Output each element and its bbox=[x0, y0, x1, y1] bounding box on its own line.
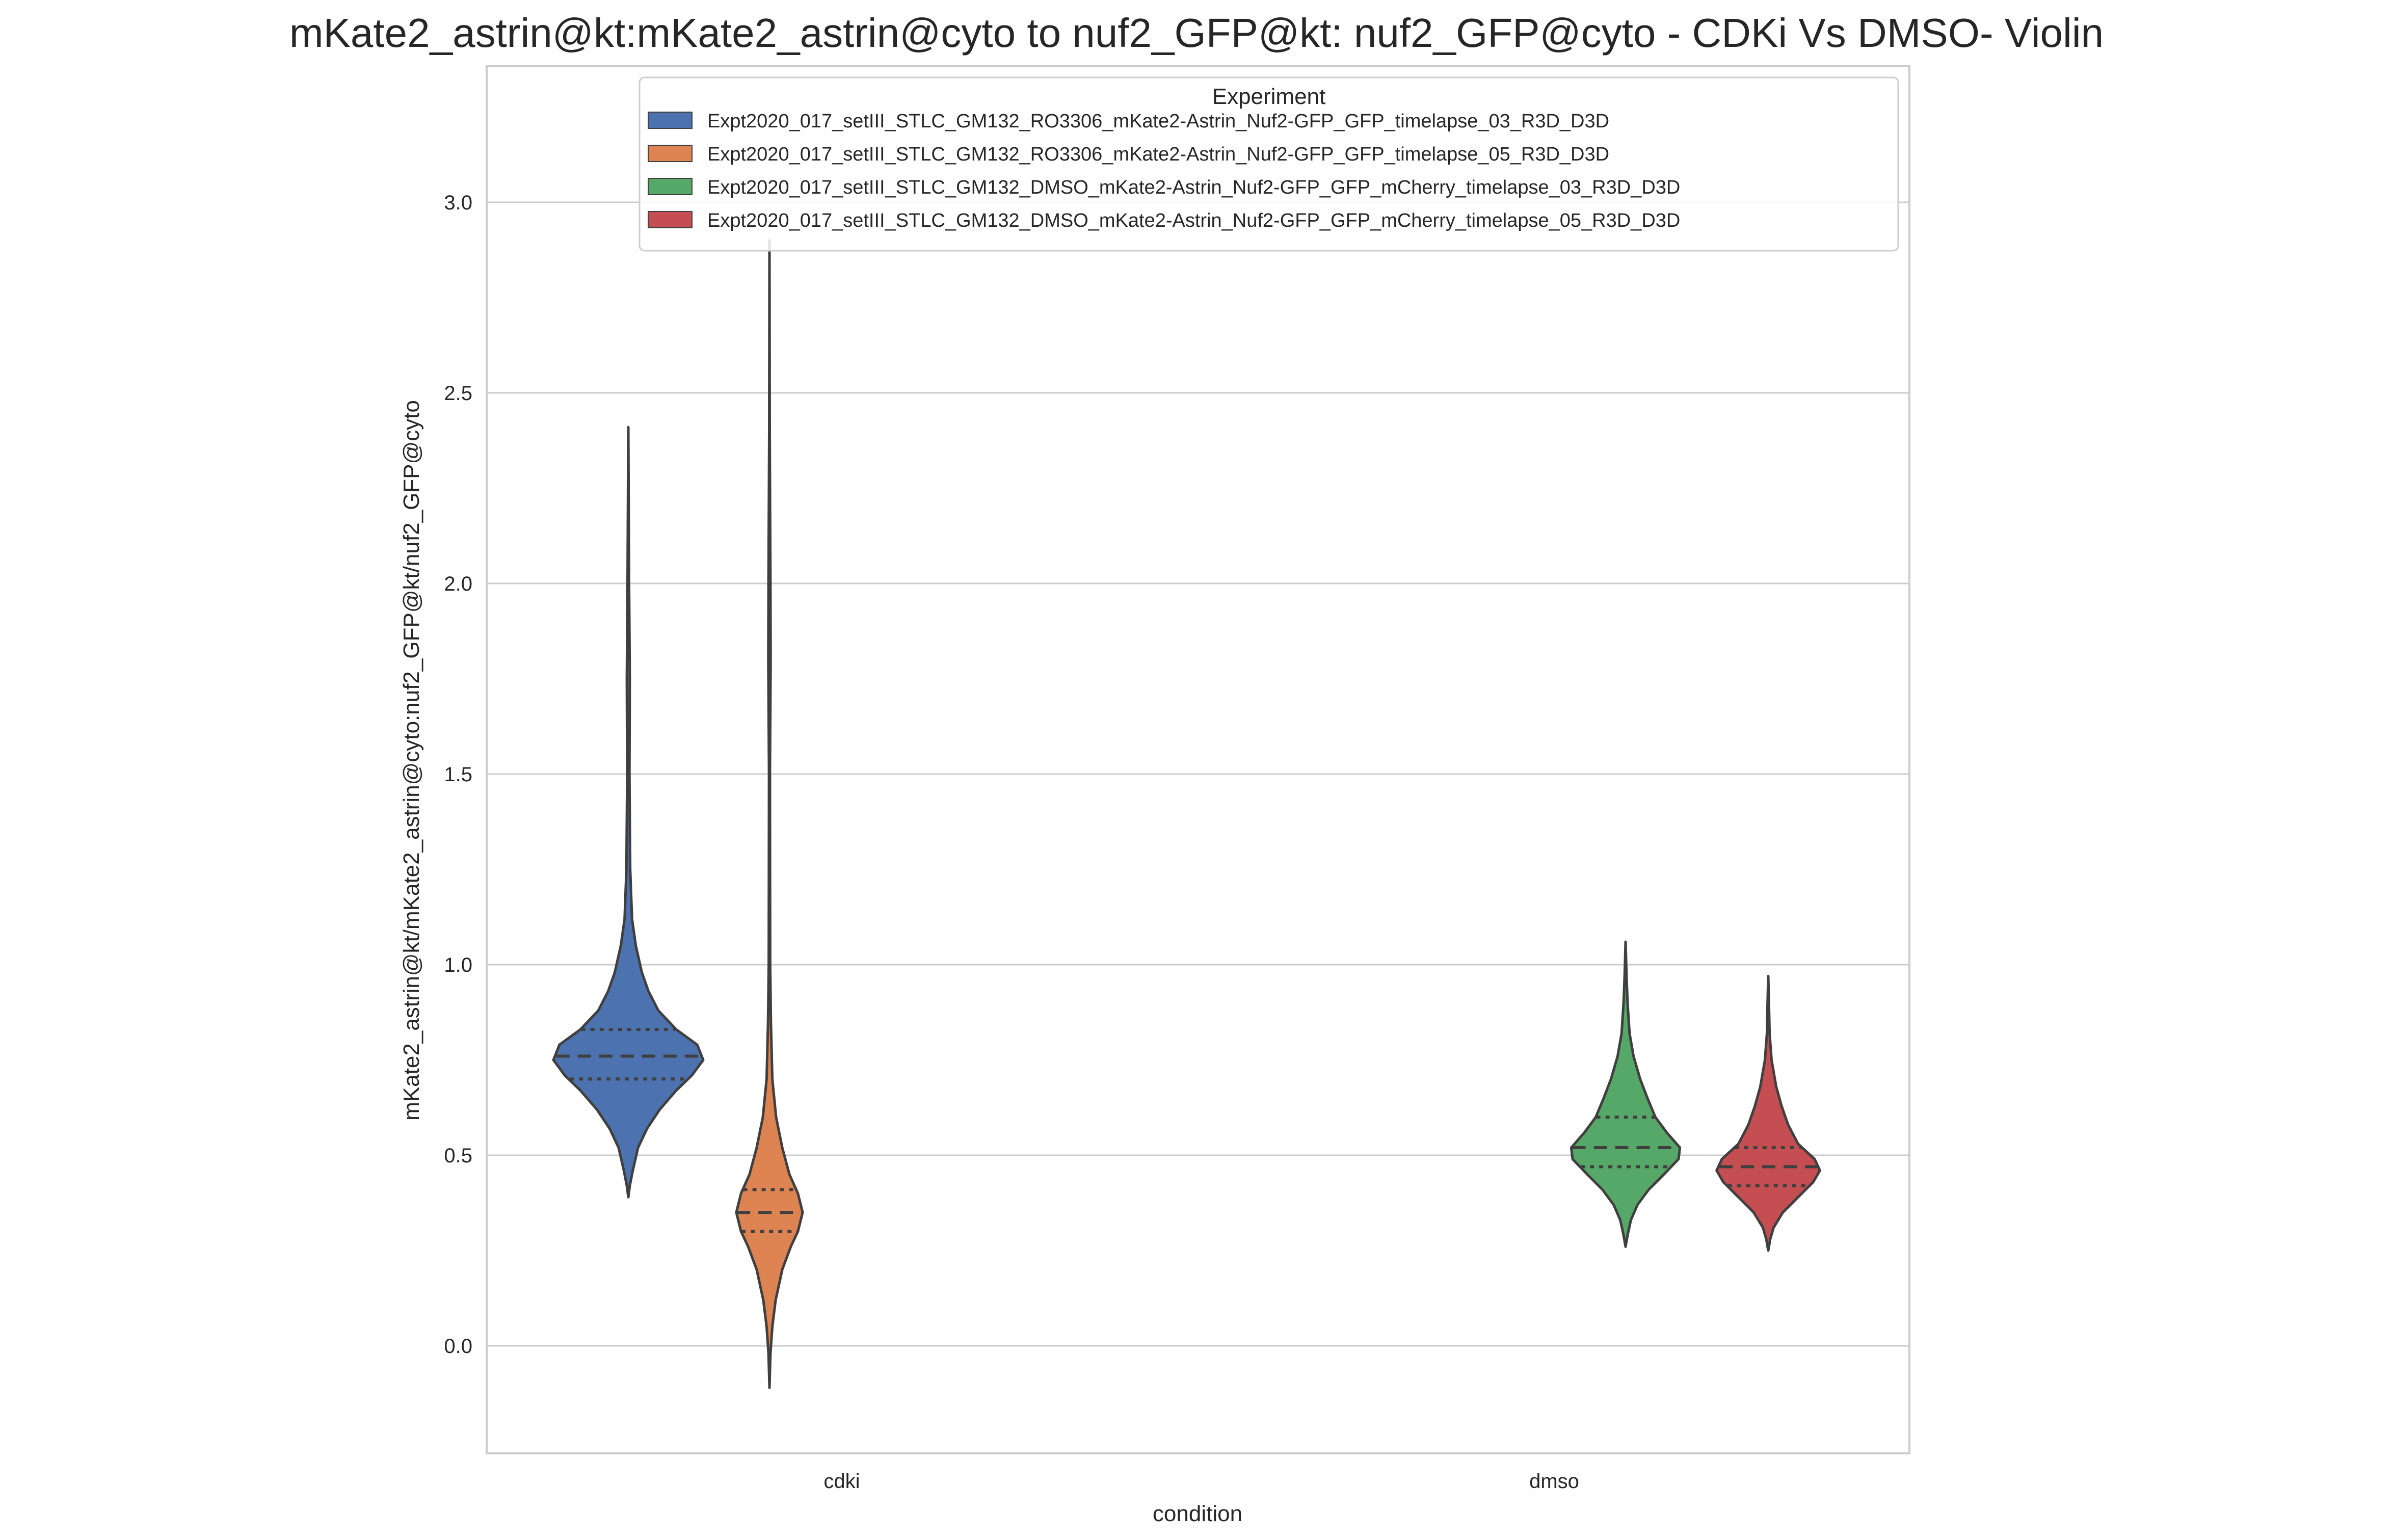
violin-body bbox=[1715, 974, 1821, 1252]
y-tick-labels: 0.0 0.5 1.0 1.5 2.0 2.5 3.0 bbox=[444, 192, 472, 1358]
plot-area: 0.0 0.5 1.0 1.5 2.0 2.5 3.0 cdki dmso bbox=[444, 65, 1910, 1493]
violin-body bbox=[1570, 940, 1682, 1248]
legend-swatch bbox=[648, 178, 693, 195]
legend-entry: Expt2020_017_setIII_STLC_GM132_DMSO_mKat… bbox=[707, 177, 1680, 198]
y-tick-label: 1.0 bbox=[444, 954, 472, 976]
y-tick-label: 0.5 bbox=[444, 1145, 472, 1167]
legend-swatch bbox=[648, 112, 693, 129]
x-tick-label: dmso bbox=[1529, 1470, 1579, 1493]
y-tick-label: 3.0 bbox=[444, 192, 472, 214]
x-axis-label: condition bbox=[1153, 1501, 1242, 1526]
legend-swatch bbox=[648, 145, 693, 162]
x-tick-labels: cdki dmso bbox=[823, 1470, 1579, 1493]
y-axis-label: mKate2_astrin@kt/mKate2_astrin@cyto:nuf2… bbox=[399, 400, 424, 1121]
legend-entry: Expt2020_017_setIII_STLC_GM132_RO3306_mK… bbox=[707, 144, 1609, 165]
chart-title: mKate2_astrin@kt:mKate2_astrin@cyto to n… bbox=[289, 10, 2104, 56]
legend-swatch bbox=[648, 211, 693, 228]
y-tick-label: 2.5 bbox=[444, 382, 472, 405]
x-tick-label: cdki bbox=[823, 1470, 860, 1493]
legend-box bbox=[639, 76, 1899, 252]
legend: Experiment Expt2020_017_setIII_STLC_GM13… bbox=[639, 76, 1899, 252]
legend-entry: Expt2020_017_setIII_STLC_GM132_RO3306_mK… bbox=[707, 111, 1609, 132]
y-tick-label: 0.0 bbox=[444, 1335, 472, 1358]
y-tick-label: 2.0 bbox=[444, 573, 472, 595]
legend-items: Expt2020_017_setIII_STLC_GM132_RO3306_mK… bbox=[648, 111, 1680, 231]
plot-frame bbox=[486, 65, 1910, 1454]
y-tick-label: 1.5 bbox=[444, 763, 472, 786]
legend-title: Experiment bbox=[1212, 84, 1326, 109]
legend-entry: Expt2020_017_setIII_STLC_GM132_DMSO_mKat… bbox=[707, 210, 1680, 231]
